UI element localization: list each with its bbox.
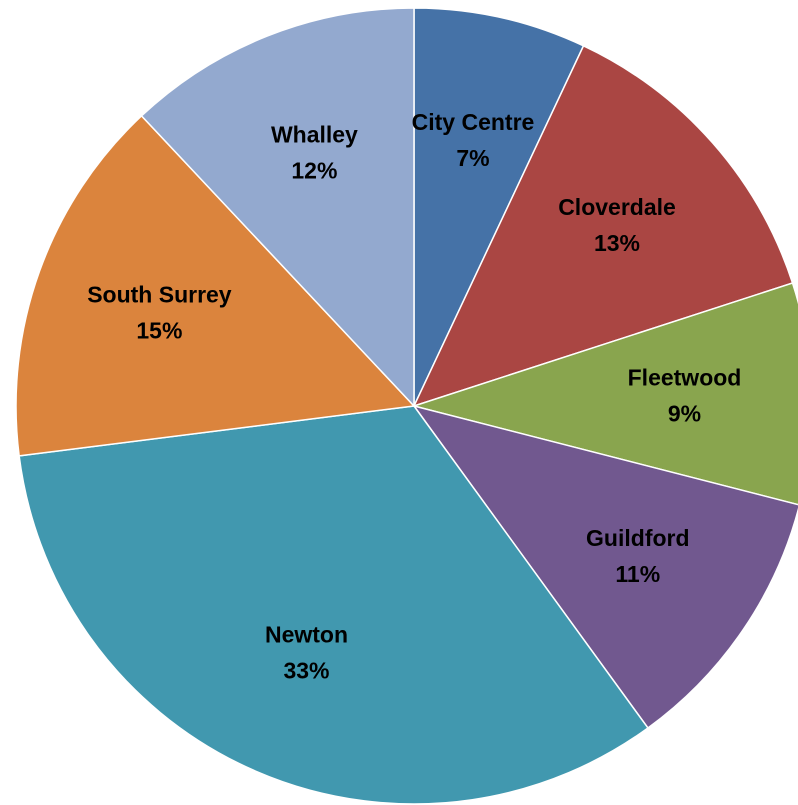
slice-category-label: Guildford (586, 525, 689, 551)
pie-slice-city-centre (413, 7, 585, 407)
slice-value-label: 13% (594, 230, 640, 256)
slice-category-label: Whalley (271, 121, 358, 147)
pie-slice-whalley (140, 7, 415, 408)
pie-slice-fleetwood (411, 282, 798, 506)
slice-category-label: South Surrey (87, 281, 232, 307)
slice-label-newton: Newton 33% (265, 621, 348, 683)
pie-slices (15, 7, 798, 805)
slice-category-label: Cloverdale (558, 194, 676, 220)
slice-category-label: City Centre (412, 109, 535, 135)
slice-label-fleetwood: Fleetwood 9% (628, 365, 742, 427)
pie-slice-newton (18, 405, 649, 805)
slice-value-label: 15% (136, 317, 182, 343)
slice-value-label: 9% (668, 401, 701, 427)
pie-slice-guildford (412, 404, 798, 730)
slice-label-city-centre: City Centre 7% (412, 109, 535, 171)
slice-label-cloverdale: Cloverdale 13% (558, 194, 676, 256)
pie-labels: City Centre 7% Cloverdale 13% Fleetwood 9% Gui… (87, 109, 741, 684)
slice-label-whalley: Whalley 12% (271, 121, 358, 183)
slice-value-label: 11% (615, 561, 660, 587)
slice-category-label: Newton (265, 621, 348, 647)
slice-value-label: 7% (456, 145, 489, 171)
slice-label-south-surrey: South Surrey 15% (87, 281, 232, 343)
slice-label-guildford: Guildford 11% (586, 525, 689, 587)
slice-category-label: Fleetwood (628, 365, 742, 391)
pie-slice-cloverdale (412, 44, 794, 408)
pie-slice-south-surrey (15, 114, 416, 457)
slice-value-label: 33% (283, 657, 329, 683)
slice-value-label: 12% (291, 157, 337, 183)
